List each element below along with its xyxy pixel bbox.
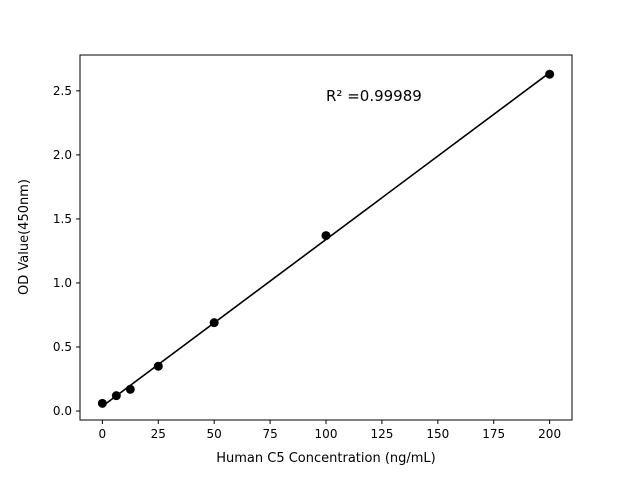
x-axis-label: Human C5 Concentration (ng/mL) [216, 451, 436, 466]
r-squared-annotation: R² =0.99989 [326, 87, 422, 105]
y-tick-label: 1.5 [53, 212, 72, 226]
data-point [545, 69, 555, 79]
x-tick-label: 75 [262, 427, 277, 441]
y-tick-label: 2.0 [53, 148, 72, 162]
x-tick-label: 0 [99, 427, 107, 441]
data-point [321, 231, 331, 241]
data-point [209, 318, 219, 328]
y-tick-label: 2.5 [53, 84, 72, 98]
y-tick-label: 0.0 [53, 404, 72, 418]
x-tick-label: 175 [482, 427, 505, 441]
y-tick-label: 0.5 [53, 340, 72, 354]
data-point [125, 384, 135, 394]
data-point [153, 361, 163, 371]
x-tick-label: 125 [370, 427, 393, 441]
plot-area: 0 25 50 75 100 125 150 175 200 0.0 0.5 1.0 1.5 2.0 2.5 [53, 54, 573, 441]
data-point [97, 398, 107, 408]
y-tick-label: 1.0 [53, 276, 72, 290]
x-tick-label: 100 [315, 427, 338, 441]
x-tick-label: 25 [151, 427, 166, 441]
x-tick-label: 200 [538, 427, 561, 441]
x-tick-label: 150 [426, 427, 449, 441]
y-axis-label: OD Value(450nm) [17, 179, 32, 295]
data-point [111, 391, 121, 401]
x-tick-label: 50 [207, 427, 222, 441]
